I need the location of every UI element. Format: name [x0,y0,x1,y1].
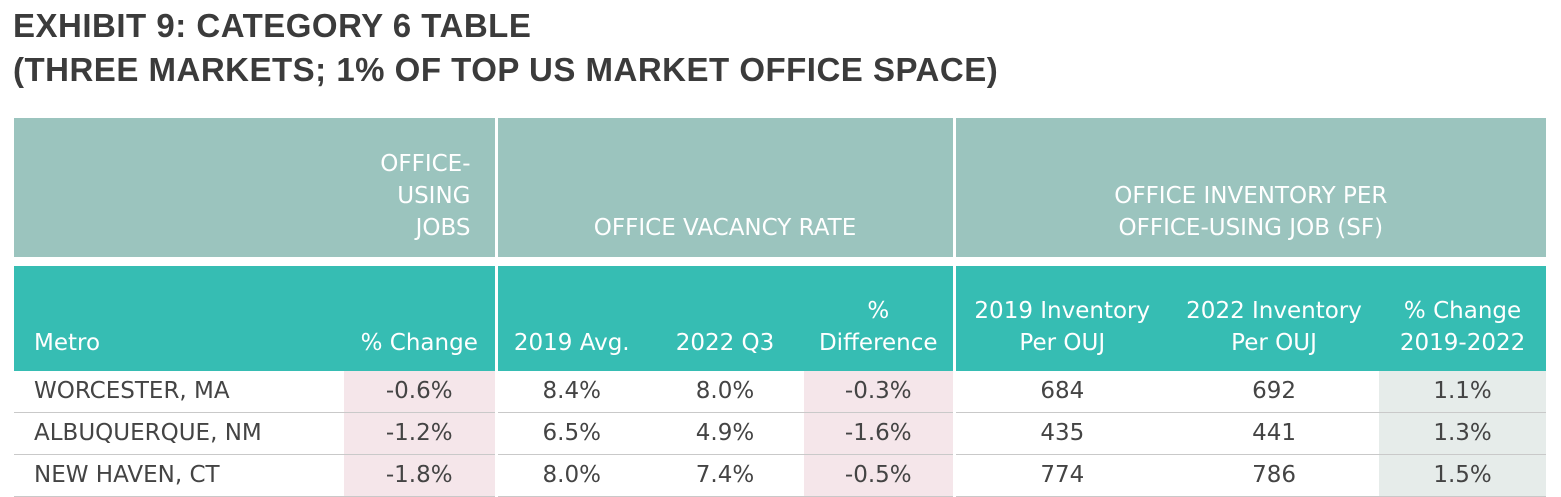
group-header-blank [14,118,344,257]
inv-2022-cell: 441 [1252,420,1296,446]
difference-header-line2: Difference [818,330,938,356]
avg-2019-cell: 6.5% [542,420,601,446]
category-table: OFFICE- USING JOBS OFFICE VACANCY RATE O… [14,118,1547,497]
col-header-2022-inventory: 2022 Inventory Per OUJ [1169,266,1380,371]
jobs-header-line1: OFFICE- [380,151,471,177]
exhibit-title: EXHIBIT 9: CATEGORY 6 TABLE (THREE MARKE… [13,4,998,92]
column-header-row: Metro % Change 2019 Avg. 2022 Q3 % Diffe… [14,266,1547,371]
jobs-header-line3: JOBS [415,215,471,241]
avg-2019-cell: 8.0% [542,462,601,488]
col-header-2019-inventory: 2019 Inventory Per OUJ [954,266,1170,371]
q3-2022-cell: 8.0% [695,378,755,404]
inv2019-header-line1: 2019 Inventory [974,298,1151,324]
jobs-change-cell: -1.2% [344,412,498,455]
group-header-inventory: OFFICE INVENTORY PER OFFICE-USING JOB (S… [954,118,1547,257]
inv-2022-cell: 692 [1252,378,1296,404]
inv-change-cell: 1.1% [1379,371,1547,413]
metro-cell: WORCESTER, MA [34,378,230,404]
invchange-header-line2: 2019-2022 [1399,330,1526,356]
group-header-row: OFFICE- USING JOBS OFFICE VACANCY RATE O… [14,118,1547,257]
difference-cell: -0.3% [804,371,956,413]
metro-cell: NEW HAVEN, CT [34,462,220,488]
inv-change-cell: 1.3% [1379,412,1547,455]
difference-cell: -1.6% [804,412,956,455]
group-header-office-using-jobs: OFFICE- USING JOBS [344,118,498,257]
table-row: ALBUQUERQUE, NM -1.2% 6.5% 4.9% -1.6% 43… [14,412,1547,455]
jobs-change-cell: -0.6% [344,371,498,413]
col-header-2022-q3: 2022 Q3 [646,266,804,371]
col-header-inventory-change: % Change 2019-2022 [1379,266,1547,371]
table-row: NEW HAVEN, CT -1.8% 8.0% 7.4% -0.5% 774 … [14,454,1547,497]
inv-2022-cell: 786 [1252,462,1296,488]
col-header-difference: % Difference [804,266,956,371]
exhibit-title-line2: (THREE MARKETS; 1% OF TOP US MARKET OFFI… [13,51,999,88]
table-row: WORCESTER, MA -0.6% 8.4% 8.0% -0.3% 684 … [14,371,1547,413]
q3-2022-cell: 4.9% [695,420,755,446]
inv2022-header-line1: 2022 Inventory [1186,298,1362,324]
inventory-header-line2: OFFICE-USING JOB (SF) [1118,215,1384,241]
inv-change-cell: 1.5% [1379,454,1547,497]
inv-2019-cell: 774 [1040,462,1085,488]
avg-2019-cell: 8.4% [542,378,601,404]
difference-cell: -0.5% [804,454,956,497]
inv2022-header-line2: Per OUJ [1231,330,1317,356]
jobs-change-cell: -1.8% [344,454,498,497]
jobs-header-line2: USING [397,183,471,209]
invchange-header-line1: % Change [1403,298,1522,324]
difference-header-line1: % [867,298,890,324]
inventory-header-line1: OFFICE INVENTORY PER [1114,183,1388,209]
exhibit-title-line1: EXHIBIT 9: CATEGORY 6 TABLE [13,7,532,44]
col-header-jobs-change: % Change [344,266,498,371]
inv-2019-cell: 435 [1040,420,1085,446]
metro-cell: ALBUQUERQUE, NM [34,420,262,446]
col-header-metro: Metro [14,266,344,371]
q3-2022-cell: 7.4% [695,462,755,488]
inv-2019-cell: 684 [1040,378,1085,404]
header-gap [14,257,1547,266]
col-header-2019-avg: 2019 Avg. [496,266,646,371]
inv2019-header-line2: Per OUJ [1019,330,1106,356]
group-header-vacancy-rate: OFFICE VACANCY RATE [496,118,956,257]
